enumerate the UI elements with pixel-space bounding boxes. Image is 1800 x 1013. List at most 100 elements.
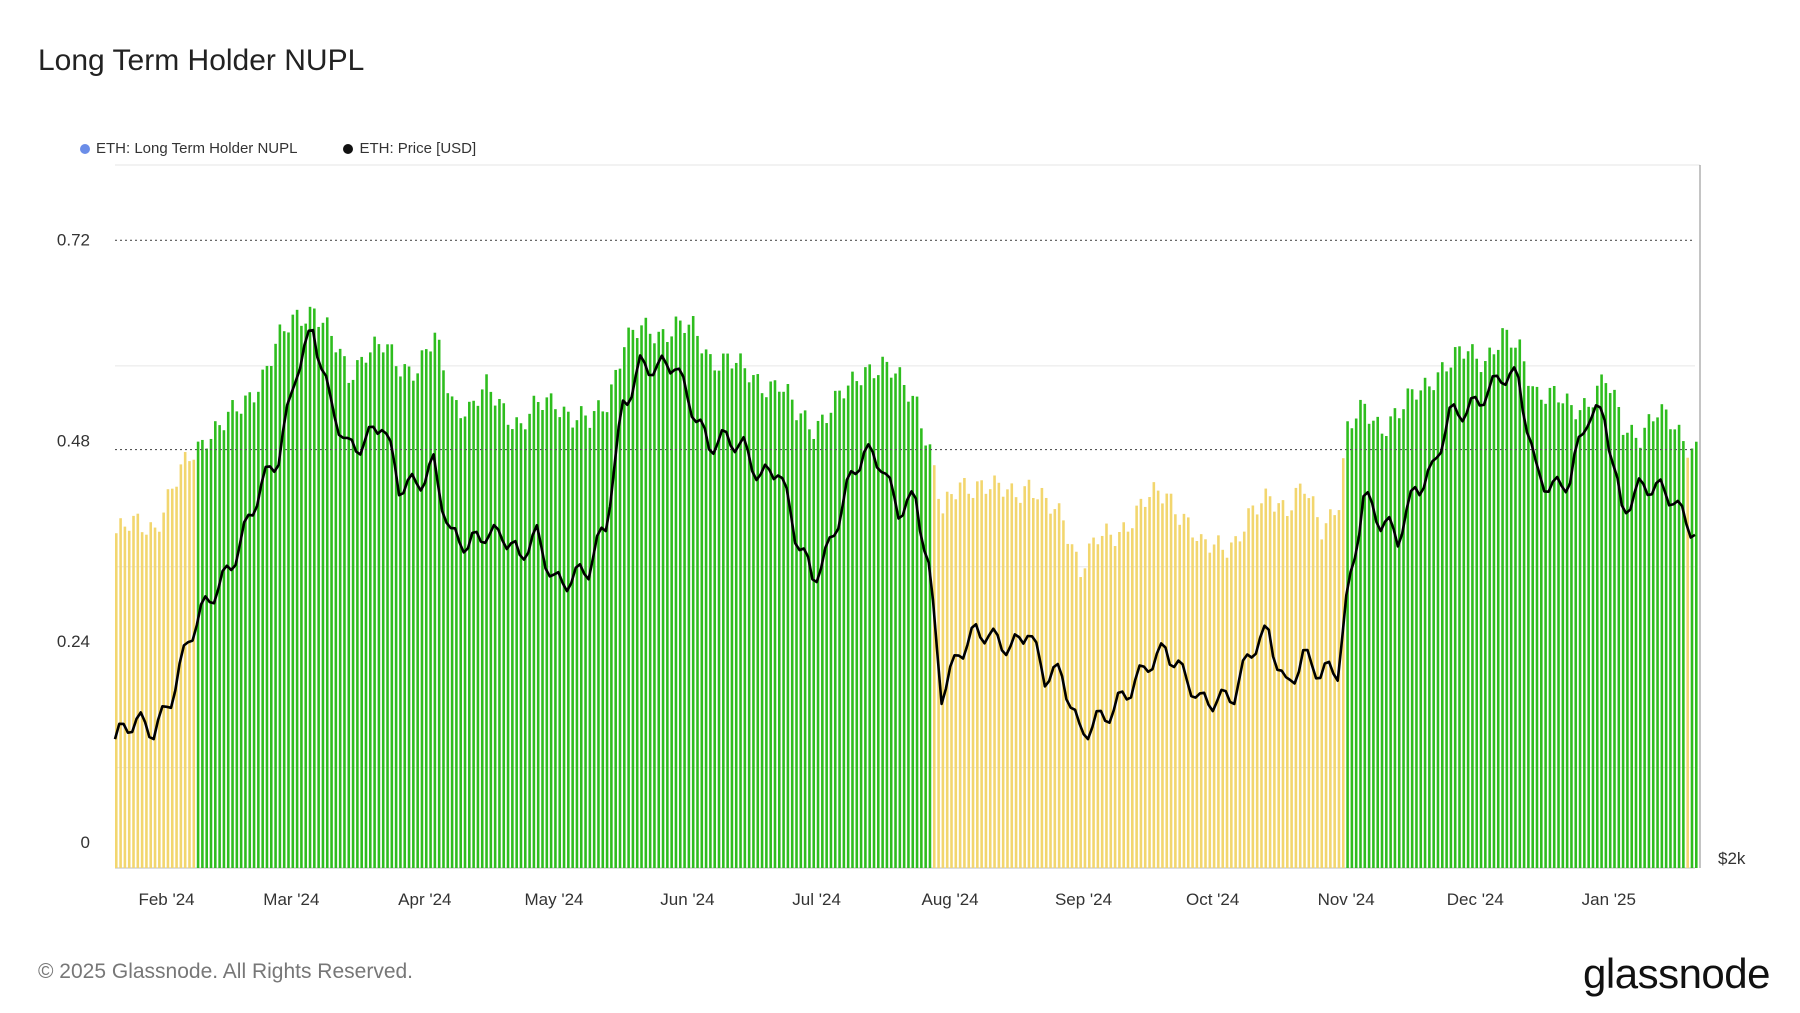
nupl-bar [704, 349, 708, 868]
nupl-bar [201, 439, 204, 868]
nupl-bar [1544, 403, 1547, 868]
nupl-bar [1479, 372, 1483, 868]
nupl-bar [1548, 387, 1552, 868]
nupl-bar [476, 405, 480, 868]
nupl-bar [1027, 479, 1031, 868]
nupl-bar [808, 429, 811, 868]
nupl-bar [455, 400, 458, 868]
nupl-bar [1350, 428, 1354, 868]
nupl-bar [1660, 404, 1664, 868]
nupl-bar [360, 356, 363, 868]
nupl-bar [1372, 420, 1375, 868]
nupl-bar [485, 374, 488, 868]
nupl-bar [1574, 419, 1578, 868]
nupl-bar [726, 353, 729, 868]
nupl-bar [313, 308, 316, 868]
x-tick-label: Sep '24 [1055, 890, 1112, 909]
nupl-bar [1083, 568, 1087, 868]
nupl-bar [214, 421, 217, 868]
nupl-bar [209, 438, 213, 868]
nupl-bar [244, 395, 247, 868]
nupl-bar [885, 361, 889, 868]
nupl-bar [627, 327, 630, 868]
nupl-bar [140, 532, 144, 868]
nupl-bar [1019, 502, 1022, 868]
nupl-bar [196, 441, 200, 868]
nupl-bar [851, 371, 854, 868]
nupl-bar [623, 347, 626, 868]
nupl-bar [928, 444, 932, 868]
nupl-bar [803, 410, 807, 868]
nupl-bar [183, 452, 187, 868]
price-line [113, 328, 1696, 741]
nupl-bar [1397, 418, 1401, 868]
nupl-bar [1583, 398, 1586, 868]
nupl-bar [1290, 510, 1293, 868]
nupl-bar [889, 377, 893, 868]
nupl-bar [1677, 424, 1681, 868]
nupl-bar [920, 428, 923, 868]
nupl-bar [579, 406, 583, 868]
nupl-bar [274, 343, 277, 868]
nupl-bar [691, 316, 695, 869]
nupl-bar [1458, 346, 1461, 868]
nupl-bar [1260, 503, 1263, 868]
nupl-bar [1247, 508, 1250, 868]
nupl-bar [373, 336, 376, 868]
nupl-bar [321, 322, 325, 869]
nupl-bars [115, 306, 1698, 869]
y-tick-label: 0.24 [57, 632, 90, 651]
nupl-bar [1492, 354, 1496, 868]
nupl-bar [597, 400, 600, 868]
nupl-bar [1070, 544, 1074, 868]
nupl-bar [1062, 520, 1065, 868]
nupl-bar [846, 385, 850, 868]
nupl-bar [265, 365, 269, 868]
nupl-bar [1561, 403, 1565, 868]
legend-item-price[interactable]: ETH: Price [USD] [343, 140, 476, 157]
nupl-bar [1565, 393, 1569, 868]
legend-dot-price [343, 143, 354, 154]
legend-label-price: ETH: Price [USD] [359, 140, 477, 157]
nupl-bar [713, 370, 717, 868]
nupl-bar [153, 527, 157, 868]
nupl-bar [907, 401, 910, 868]
nupl-bar [1690, 448, 1694, 868]
nupl-bar [442, 370, 445, 868]
nupl-bar [967, 493, 971, 868]
y-tick-label: 0 [81, 833, 90, 852]
nupl-bar [1557, 402, 1560, 868]
nupl-bar [1695, 441, 1698, 868]
glassnode-logo: glassnode [1583, 950, 1770, 997]
nupl-bar [381, 352, 385, 868]
x-tick-label: Oct '24 [1186, 890, 1239, 909]
nupl-bar [377, 344, 381, 868]
nupl-bar [347, 382, 351, 868]
nupl-bar [1186, 517, 1190, 868]
nupl-bar [523, 429, 527, 868]
nupl-bar [170, 488, 174, 868]
chart-title: Long Term Holder NUPL [38, 44, 365, 77]
nupl-bar [790, 399, 794, 868]
nupl-bar [545, 397, 549, 868]
nupl-bar [734, 362, 738, 868]
nupl-bar [601, 411, 605, 868]
nupl-bar [1087, 543, 1091, 868]
nupl-bar [829, 412, 833, 868]
nupl-bar [898, 367, 902, 868]
nupl-bar [1656, 417, 1659, 868]
nupl-bar [605, 412, 609, 868]
nupl-bar [541, 410, 544, 868]
nupl-bar [743, 368, 747, 868]
nupl-bar [1001, 496, 1005, 868]
nupl-bar [1040, 487, 1044, 868]
legend-dot-nupl [80, 143, 90, 154]
nupl-bar [1320, 539, 1324, 868]
legend-item-nupl[interactable]: ETH: Long Term Holder NUPL [80, 140, 297, 157]
reference-lines [115, 239, 1695, 451]
nupl-bar [1501, 328, 1504, 868]
x-tick-label: Dec '24 [1447, 890, 1504, 909]
nupl-bar [334, 352, 338, 868]
nupl-bar [1647, 414, 1651, 868]
